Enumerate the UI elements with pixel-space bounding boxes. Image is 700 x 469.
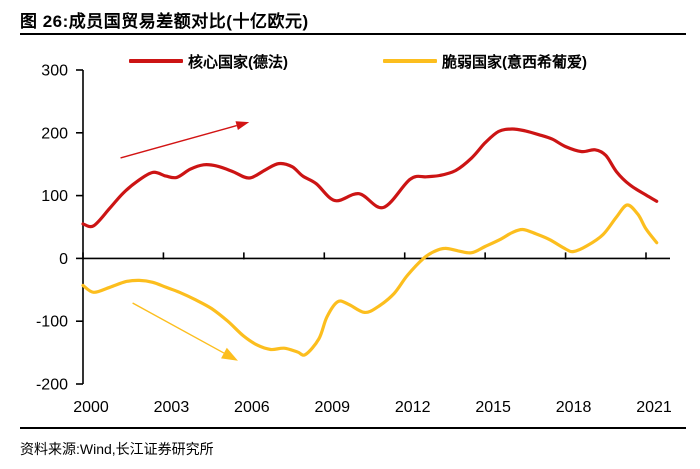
y-tick-label: 100 <box>41 188 68 205</box>
footer-divider <box>20 427 686 429</box>
y-tick-label: 200 <box>41 125 68 142</box>
y-tick-label: -100 <box>36 314 68 331</box>
x-tick-label: 2015 <box>475 399 511 416</box>
x-tick-label: 2018 <box>556 399 592 416</box>
fragile-downtrend-arrow <box>132 302 225 354</box>
x-tick-label: 2000 <box>73 399 109 416</box>
x-tick-label: 2009 <box>314 399 350 416</box>
x-tick-label: 2006 <box>234 399 270 416</box>
source-note: 资料来源:Wind,长江证券研究所 <box>20 441 214 457</box>
x-tick-label: 2012 <box>395 399 431 416</box>
core-series-line <box>81 127 659 229</box>
core-line-swatch-icon <box>129 59 183 63</box>
legend-label-fragile: 脆弱国家(意西希葡爱) <box>442 53 587 71</box>
y-tick-label: 0 <box>59 251 68 268</box>
title-underline <box>20 33 686 35</box>
core-uptrend-arrow <box>120 124 237 159</box>
fragile-series-line <box>81 203 659 357</box>
legend-label-core: 核心国家(德法) <box>188 53 288 71</box>
y-tick-label: 300 <box>41 63 68 80</box>
legend-item-fragile: 脆弱国家(意西希葡爱) <box>383 52 587 71</box>
fragile-downtrend-arrow-head-icon <box>221 347 238 361</box>
legend-item-core: 核心国家(德法) <box>129 52 288 71</box>
x-tick-label: 2021 <box>636 399 672 416</box>
fragile-line-swatch-icon <box>383 59 437 63</box>
y-tick-label: -200 <box>36 377 68 394</box>
x-tick-label: 2003 <box>154 399 190 416</box>
core-uptrend-arrow-head-icon <box>235 121 250 130</box>
figure-title: 图 26:成员国贸易差额对比(十亿欧元) <box>20 12 309 31</box>
